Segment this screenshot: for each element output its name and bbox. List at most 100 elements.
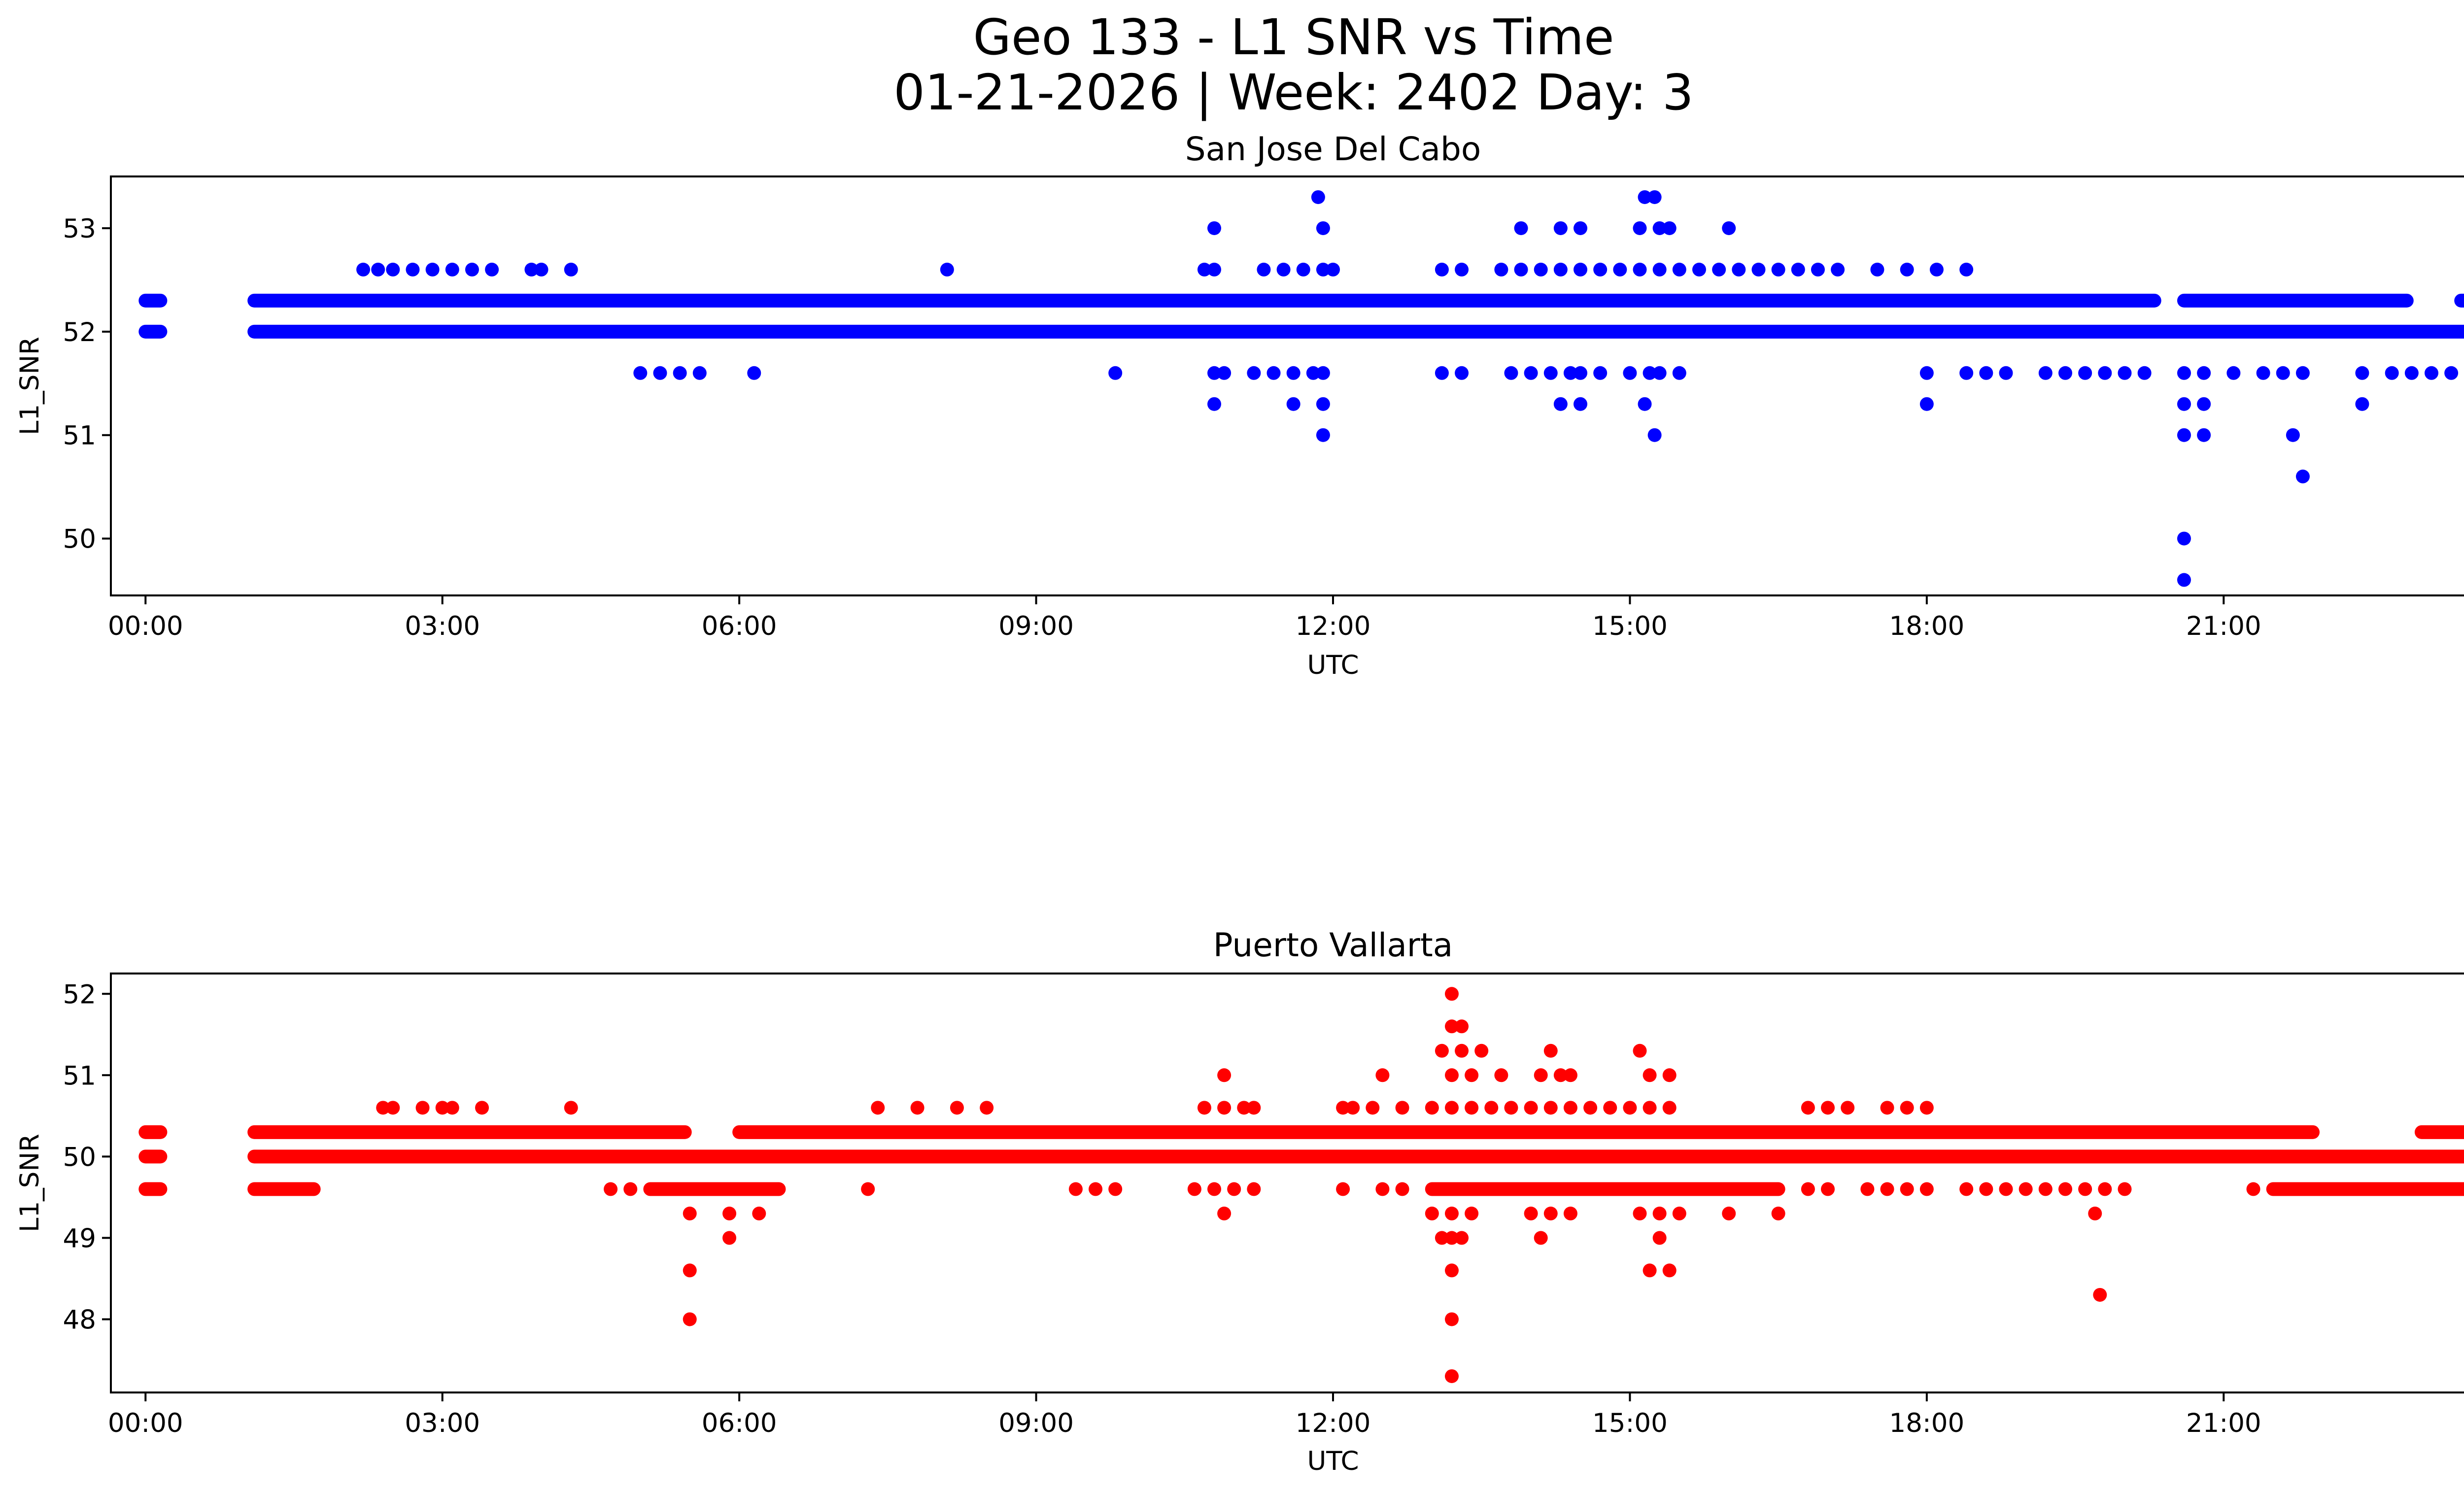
scatter-point <box>1613 262 1627 277</box>
scatter-point <box>2098 366 2112 380</box>
scatter-point <box>623 1182 638 1196</box>
scatter-point <box>1999 1182 2013 1196</box>
x-tick-label: 09:00 <box>998 611 1074 641</box>
scatter-point <box>747 366 761 380</box>
scatter-point <box>1633 1206 1647 1220</box>
scatter-point <box>2197 397 2211 411</box>
scatter-point <box>1712 262 1726 277</box>
scatter-point <box>1266 366 1281 380</box>
scatter-point <box>2177 573 2191 587</box>
scatter-point <box>1959 1182 1974 1196</box>
scatter-point <box>356 262 371 277</box>
y-axis-label: L1_SNR <box>15 1134 45 1232</box>
scatter-point <box>1465 1101 1479 1115</box>
scatter-point <box>1638 190 1652 204</box>
scatter-point <box>1217 1206 1232 1220</box>
scatter-point <box>445 262 459 277</box>
scatter-point <box>534 262 548 277</box>
scatter-point <box>1108 1182 1123 1196</box>
scatter-point <box>1435 1231 1449 1245</box>
scatter-point <box>1543 1043 1558 1058</box>
scatter-point <box>1623 366 1637 380</box>
scatter-point <box>2177 531 2191 546</box>
scatter-point <box>1563 1068 1577 1082</box>
scatter-point <box>2078 366 2092 380</box>
scatter-point <box>1425 1206 1439 1220</box>
scatter-point <box>1771 262 1785 277</box>
scatter-point <box>1919 1182 1934 1196</box>
scatter-point <box>445 1101 459 1115</box>
scatter-point <box>1771 1206 1785 1220</box>
scatter-point <box>1227 1182 1241 1196</box>
scatter-point <box>1662 1101 1677 1115</box>
scatter-point <box>1247 1182 1261 1196</box>
scatter-point <box>1593 366 1608 380</box>
x-tick-label: 06:00 <box>702 1408 777 1438</box>
scatter-point <box>1722 1206 1736 1220</box>
scatter-point <box>1583 1101 1598 1115</box>
scatter-point <box>2226 366 2241 380</box>
scatter-point <box>1919 397 1934 411</box>
scatter-point <box>1801 1101 1815 1115</box>
scatter-point <box>1108 366 1123 380</box>
scatter-point <box>1662 1263 1677 1278</box>
scatter-point <box>1603 1101 1617 1115</box>
scatter-point <box>1831 262 1845 277</box>
scatter-point <box>1444 1312 1459 1326</box>
scatter-point <box>1524 366 1538 380</box>
scatter-point <box>692 366 707 380</box>
scatter-point <box>2404 366 2419 380</box>
x-tick-label: 15:00 <box>1592 611 1668 641</box>
scatter-point <box>1455 1019 1469 1034</box>
scatter-point <box>1444 1206 1459 1220</box>
scatter-point <box>722 1231 737 1245</box>
scatter-point <box>1375 1182 1390 1196</box>
scatter-point <box>386 262 400 277</box>
scatter-point <box>1662 221 1677 235</box>
scatter-point <box>1444 1101 1459 1115</box>
scatter-point <box>2177 366 2191 380</box>
x-tick-label: 00:00 <box>108 1408 183 1438</box>
scatter-point <box>1652 1231 1667 1245</box>
scatter-point <box>376 1101 390 1115</box>
scatter-point <box>1316 262 1330 277</box>
scatter-point <box>1643 1263 1657 1278</box>
scatter-point <box>564 1101 578 1115</box>
scatter-point <box>1959 262 1974 277</box>
scatter-point <box>1821 1182 1835 1196</box>
scatter-point <box>1574 366 1588 380</box>
scatter-point <box>1593 262 1608 277</box>
scatter-point <box>1346 1101 1360 1115</box>
scatter-point <box>406 262 420 277</box>
scatter-point <box>2019 1182 2033 1196</box>
scatter-point <box>1623 1101 1637 1115</box>
scatter-point <box>1395 1182 1409 1196</box>
scatter-point <box>1276 262 1291 277</box>
y-tick-label: 52 <box>63 317 96 348</box>
scatter-point <box>2197 428 2211 442</box>
scatter-point <box>1494 262 1508 277</box>
scatter-point <box>2256 366 2270 380</box>
scatter-point <box>2295 469 2310 484</box>
scatter-point <box>2118 1182 2132 1196</box>
scatter-point <box>1919 366 1934 380</box>
scatter-point <box>1692 262 1706 277</box>
scatter-point <box>1574 262 1588 277</box>
scatter-point <box>415 1101 430 1115</box>
scatter-point <box>1979 1182 1993 1196</box>
scatter-point <box>1543 366 1558 380</box>
scatter-point <box>2276 366 2290 380</box>
scatter-point <box>2177 397 2191 411</box>
x-tick-label: 06:00 <box>702 611 777 641</box>
scatter-point <box>633 366 648 380</box>
scatter-point <box>1534 1068 1548 1082</box>
scatter-point <box>1237 1101 1251 1115</box>
x-tick-label: 03:00 <box>405 611 480 641</box>
scatter-point <box>1187 1182 1201 1196</box>
scatter-point <box>2385 366 2399 380</box>
scatter-point <box>2197 366 2211 380</box>
scatter-point <box>1444 1231 1459 1245</box>
scatter-point <box>683 1263 697 1278</box>
x-tick-label: 21:00 <box>2186 611 2261 641</box>
scatter-point <box>980 1101 994 1115</box>
